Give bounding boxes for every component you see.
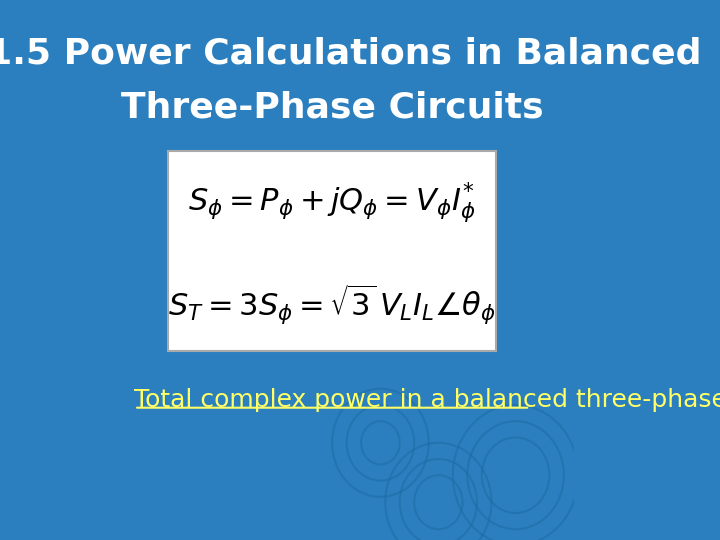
Text: $S_{T} = 3S_{\phi} = \sqrt{3}\,V_{L}I_{L}\angle\theta_{\phi}$: $S_{T} = 3S_{\phi} = \sqrt{3}\,V_{L}I_{L…: [168, 283, 496, 327]
FancyBboxPatch shape: [168, 151, 496, 351]
Text: $S_{\phi} = P_{\phi} + jQ_{\phi} = V_{\phi}I_{\phi}^{*}$: $S_{\phi} = P_{\phi} + jQ_{\phi} = V_{\p…: [189, 180, 476, 225]
Text: Three-Phase Circuits: Three-Phase Circuits: [121, 91, 544, 125]
Text: Total complex power in a balanced three-phase load: Total complex power in a balanced three-…: [134, 388, 720, 411]
Text: 11.5 Power Calculations in Balanced: 11.5 Power Calculations in Balanced: [0, 37, 702, 71]
